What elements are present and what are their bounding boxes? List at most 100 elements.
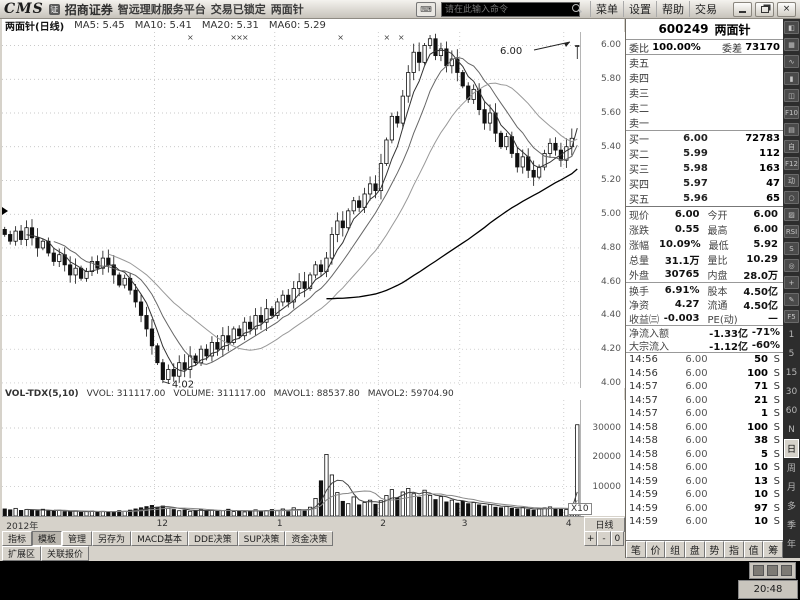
cms-logo: CMS: [4, 1, 44, 17]
keyboard-icon[interactable]: ⌨: [416, 1, 436, 17]
pan-icon[interactable]: ◎: [784, 257, 799, 274]
kline-chart[interactable]: 4.02 6.00 × × × × × × ×: [2, 32, 580, 391]
period-button[interactable]: 1: [788, 329, 795, 340]
ask-row[interactable]: 卖一: [629, 119, 649, 130]
price-tick: 5.20: [600, 175, 621, 186]
zoom-control-button[interactable]: +: [584, 531, 598, 546]
indicator-tab[interactable]: SUP决策: [237, 531, 286, 546]
plus-icon[interactable]: +: [784, 274, 799, 291]
price-axis: 6.00 5.80 5.60 5.40 5.20 5.00 4.80 4.60 4.40 4.20…: [580, 32, 625, 388]
x-axis-label: 1: [276, 519, 283, 529]
panel-icon[interactable]: ▤: [784, 121, 799, 138]
period-button[interactable]: 多: [786, 502, 796, 512]
quote-tab[interactable]: 指: [724, 541, 744, 558]
indicator-tab[interactable]: 另存为: [92, 531, 132, 546]
custom-stock-icon[interactable]: 自: [784, 138, 799, 155]
period-button[interactable]: 年: [786, 540, 796, 550]
volume-chart[interactable]: [2, 400, 580, 517]
tray-icon-2[interactable]: [767, 565, 778, 576]
bid-queue: 买一 6.00 72783 买二 5.99 112 买三 5.98 163 买四…: [626, 131, 783, 207]
period-button[interactable]: 日: [784, 439, 799, 458]
mavol2-value: MAVOL2: 59704.90: [367, 389, 454, 399]
quote-tab[interactable]: 势: [704, 541, 725, 558]
command-input[interactable]: [441, 1, 580, 17]
dynamic-icon[interactable]: 动: [784, 172, 799, 189]
ask-row[interactable]: 卖四: [629, 74, 649, 85]
f5-switch-icon[interactable]: F5: [784, 308, 799, 325]
indicator-tab[interactable]: DDE决策: [188, 531, 238, 546]
indicator-tab[interactable]: 管理: [62, 531, 93, 546]
period-button[interactable]: 季: [786, 521, 796, 531]
quote-board-icon[interactable]: ▦: [784, 36, 799, 53]
indicator-tab[interactable]: 模板: [32, 531, 63, 546]
menu-button[interactable]: 菜单: [590, 1, 623, 17]
period-button[interactable]: N: [788, 424, 795, 435]
quote-tab[interactable]: 组: [665, 541, 685, 558]
period-button[interactable]: 30: [785, 386, 798, 397]
extension-tab[interactable]: 关联报价: [41, 546, 90, 561]
stock-header: 600249 两面针: [626, 19, 783, 40]
broker-badge-icon: 证: [48, 3, 60, 15]
quote-tab[interactable]: 筹: [763, 541, 783, 558]
bid-row[interactable]: 买二 5.99 112: [629, 148, 780, 161]
indicator-tab[interactable]: 指标: [2, 531, 33, 546]
zoom-control-button[interactable]: -: [597, 531, 611, 546]
quote-tab[interactable]: 盘: [684, 541, 705, 558]
f12-trade-icon[interactable]: F12: [784, 155, 799, 172]
restore-button[interactable]: [755, 1, 774, 17]
stats-icon[interactable]: ▨: [784, 206, 799, 223]
quote-tab[interactable]: 价: [645, 541, 666, 558]
indicator-tab[interactable]: 资金决策: [285, 531, 334, 546]
money-flow-row: 净流入额 -1.33亿 -71%: [629, 327, 780, 340]
period-button[interactable]: 60: [785, 405, 798, 416]
ask-row[interactable]: 卖三: [629, 89, 649, 100]
stats-block-2: 换手 6.91% 股本 4.50亿 净资 4.27 流通 4.50亿 收益㈢ -…: [626, 282, 783, 326]
rsi-icon[interactable]: RSI: [784, 223, 799, 240]
quote-tab[interactable]: 值: [743, 541, 764, 558]
close-button[interactable]: ×: [777, 1, 796, 17]
platform-name: 智远理财服务平台: [117, 3, 206, 16]
ask-row[interactable]: 卖二: [629, 104, 649, 115]
zoom-icon[interactable]: ○: [784, 189, 799, 206]
multi-window-icon[interactable]: ◫: [784, 87, 799, 104]
tick-list[interactable]: 14:56 6.00 50 S 14:56 6.00 100 S 14:57 6…: [626, 352, 783, 540]
ask-row[interactable]: 卖五: [629, 59, 649, 70]
tray-icon-1[interactable]: [753, 565, 764, 576]
bid-row[interactable]: 买三 5.98 163: [629, 163, 780, 176]
kline-icon[interactable]: ▮: [784, 70, 799, 87]
menu-button[interactable]: 交易: [689, 1, 722, 17]
tray-icon-3[interactable]: [781, 565, 792, 576]
period-button[interactable]: 5: [788, 348, 795, 359]
indicator-tab[interactable]: MACD基本: [131, 531, 189, 546]
menu-button[interactable]: 设置: [623, 1, 656, 17]
bid-row[interactable]: 买四 5.97 47: [629, 178, 780, 191]
volume-indicator-name: VOL-TDX(5,10): [5, 389, 79, 399]
bid-row[interactable]: 买一 6.00 72783: [629, 133, 780, 146]
zoom-control-button[interactable]: 0: [610, 531, 624, 546]
svg-text:4.02: 4.02: [172, 380, 194, 388]
volume-tick: 30000: [592, 423, 621, 433]
s-marker-icon[interactable]: S: [784, 240, 799, 257]
stats-row: 外盘 30765 内盘 28.0万: [629, 269, 778, 282]
extension-tab[interactable]: 扩展区: [2, 546, 42, 561]
draw-pencil-icon[interactable]: ✎: [784, 291, 799, 308]
event-mark-icon: ×: [383, 33, 391, 42]
clock: 20:48: [738, 580, 798, 599]
price-tick: 4.80: [600, 242, 621, 253]
menu-button[interactable]: 帮助: [656, 1, 689, 17]
ask-queue: 卖五 卖四 卖三 卖二 卖一: [626, 55, 783, 131]
period-button[interactable]: 周: [786, 464, 796, 474]
bid-row[interactable]: 买五 5.96 65: [629, 193, 780, 206]
period-label[interactable]: 日线: [584, 517, 625, 532]
minimize-button[interactable]: [733, 1, 752, 17]
f10-info-icon[interactable]: F10: [784, 104, 799, 121]
price-tick: 5.60: [600, 107, 621, 118]
split-screen-icon[interactable]: ◧: [784, 19, 799, 36]
weibi-value: 100.00%: [652, 41, 701, 53]
bottom-bar: 20:48: [0, 561, 800, 600]
trend-chart-icon[interactable]: ∿: [784, 53, 799, 70]
period-button[interactable]: 15: [785, 367, 798, 378]
quote-tab[interactable]: 笔: [626, 541, 646, 558]
period-button[interactable]: 月: [786, 483, 796, 493]
svg-text:6.00: 6.00: [500, 46, 522, 57]
